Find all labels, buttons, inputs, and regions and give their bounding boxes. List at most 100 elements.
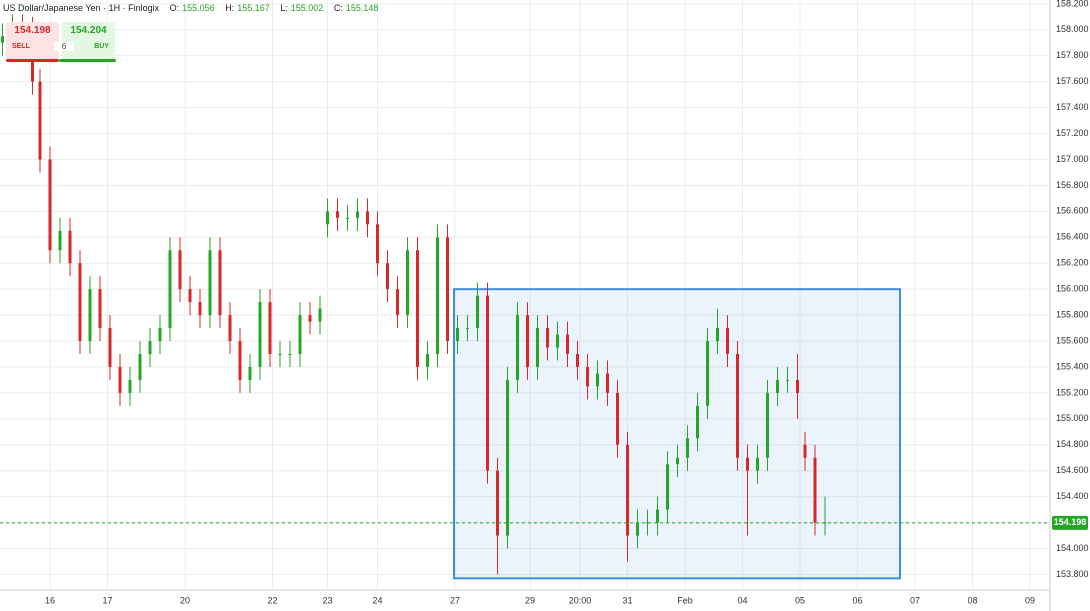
trade-panel: 154.198 SELL 154.204 BUY 6: [6, 22, 116, 64]
y-tick-label: 154.000: [1056, 543, 1089, 553]
candle-body: [416, 250, 419, 367]
candle-body: [796, 379, 799, 393]
candle-body: [1, 36, 4, 43]
candle-body: [496, 470, 499, 536]
x-tick-label: 17: [102, 595, 112, 605]
candle-body: [766, 392, 769, 458]
x-tick-label: Feb: [677, 595, 693, 605]
y-tick-label: 157.200: [1056, 128, 1089, 138]
candle-body: [396, 289, 399, 316]
candle-body: [596, 373, 599, 387]
candle-body: [188, 289, 192, 303]
quantity[interactable]: 6: [54, 42, 74, 51]
candle-body: [228, 315, 232, 342]
x-tick-label: 06: [852, 595, 862, 605]
ohlc-key: C:: [333, 3, 343, 13]
y-tick-label: 153.800: [1056, 569, 1089, 579]
candle-body: [198, 302, 202, 316]
candle-body: [346, 217, 349, 219]
x-tick-label: 05: [795, 595, 805, 605]
y-tick-label: 154.800: [1056, 439, 1089, 449]
x-tick-label: 20:00: [569, 595, 592, 605]
candle-body: [238, 341, 242, 380]
x-tick-label: 31: [622, 595, 632, 605]
candle-body: [606, 373, 609, 393]
candle-body: [268, 302, 272, 354]
x-tick-label: 27: [450, 595, 460, 605]
candle-body: [78, 263, 82, 342]
candle-body: [326, 211, 329, 225]
candle-body: [736, 354, 739, 458]
candle-body: [38, 81, 42, 160]
symbol: US Dollar/Japanese Yen · 1H · Finlogix: [3, 3, 160, 13]
candle-body: [356, 211, 359, 218]
y-tick-label: 156.600: [1056, 206, 1089, 216]
ohlc-key: L:: [280, 3, 288, 13]
candle-body: [686, 438, 689, 458]
candle-body: [308, 315, 312, 322]
x-tick-label: 29: [525, 595, 535, 605]
x-tick-label: 07: [910, 595, 920, 605]
y-tick-label: 154.600: [1056, 465, 1089, 475]
x-tick-label: 24: [372, 595, 382, 605]
x-tick-label: 09: [1025, 595, 1035, 605]
ohlc-value: 155.148: [345, 3, 379, 13]
buy-price: 154.204: [70, 25, 107, 36]
x-tick-label: 23: [322, 595, 332, 605]
candle-body: [716, 328, 719, 342]
y-tick-label: 155.000: [1056, 413, 1089, 423]
candle-body: [288, 354, 292, 355]
y-tick-label: 156.000: [1056, 284, 1089, 294]
y-tick-label: 156.800: [1056, 180, 1089, 190]
y-tick-label: 157.800: [1056, 50, 1089, 60]
candle-body: [746, 457, 749, 471]
candle-body: [108, 328, 112, 367]
grid: [0, 0, 1050, 590]
y-tick-label: 156.400: [1056, 232, 1089, 242]
candle-body: [436, 237, 439, 354]
candle-body: [486, 295, 489, 471]
y-tick-label: 154.400: [1056, 491, 1089, 501]
ohlc-key: O:: [169, 3, 180, 13]
y-tick-label: 157.000: [1056, 154, 1089, 164]
candle-body: [258, 302, 262, 367]
candle-body: [138, 354, 142, 380]
candle-body: [336, 211, 339, 218]
candle-body: [178, 250, 182, 290]
candle-body: [636, 522, 639, 536]
candle-body: [756, 457, 759, 471]
candle-body: [98, 289, 102, 329]
y-tick-label: 158.200: [1056, 0, 1089, 8]
buy-button[interactable]: 154.204 BUY: [62, 22, 115, 60]
y-tick-label: 158.000: [1056, 24, 1089, 34]
candle-body: [656, 509, 659, 523]
sell-button[interactable]: 154.198 SELL: [6, 22, 59, 60]
candle-body: [626, 444, 629, 536]
candle-body: [776, 379, 779, 393]
y-tick-label: 155.800: [1056, 309, 1089, 319]
y-tick-label: 155.200: [1056, 387, 1089, 397]
candle-body: [536, 328, 539, 367]
candle-body: [88, 289, 92, 342]
y-tick-label: 155.400: [1056, 361, 1089, 371]
candle-body: [786, 379, 789, 381]
candle-body: [466, 328, 469, 330]
candle-body: [208, 250, 212, 316]
symbol-header: US Dollar/Japanese Yen · 1H · Finlogix O…: [3, 3, 386, 13]
ohlc-key: H:: [225, 3, 235, 13]
candle-body: [696, 405, 699, 439]
ohlc-value: 155.002: [290, 3, 324, 13]
candle-body: [386, 263, 389, 290]
candle-body: [456, 328, 459, 342]
y-tick-label: 157.600: [1056, 76, 1089, 86]
candle-body: [248, 366, 252, 380]
candle-body: [506, 379, 509, 536]
buy-bar: [59, 59, 116, 62]
candle-body: [318, 308, 322, 322]
candle-body: [298, 315, 302, 354]
candle-body: [646, 522, 649, 524]
sell-bar: [6, 59, 59, 62]
candle-body: [426, 354, 429, 367]
candle-body: [676, 457, 679, 465]
